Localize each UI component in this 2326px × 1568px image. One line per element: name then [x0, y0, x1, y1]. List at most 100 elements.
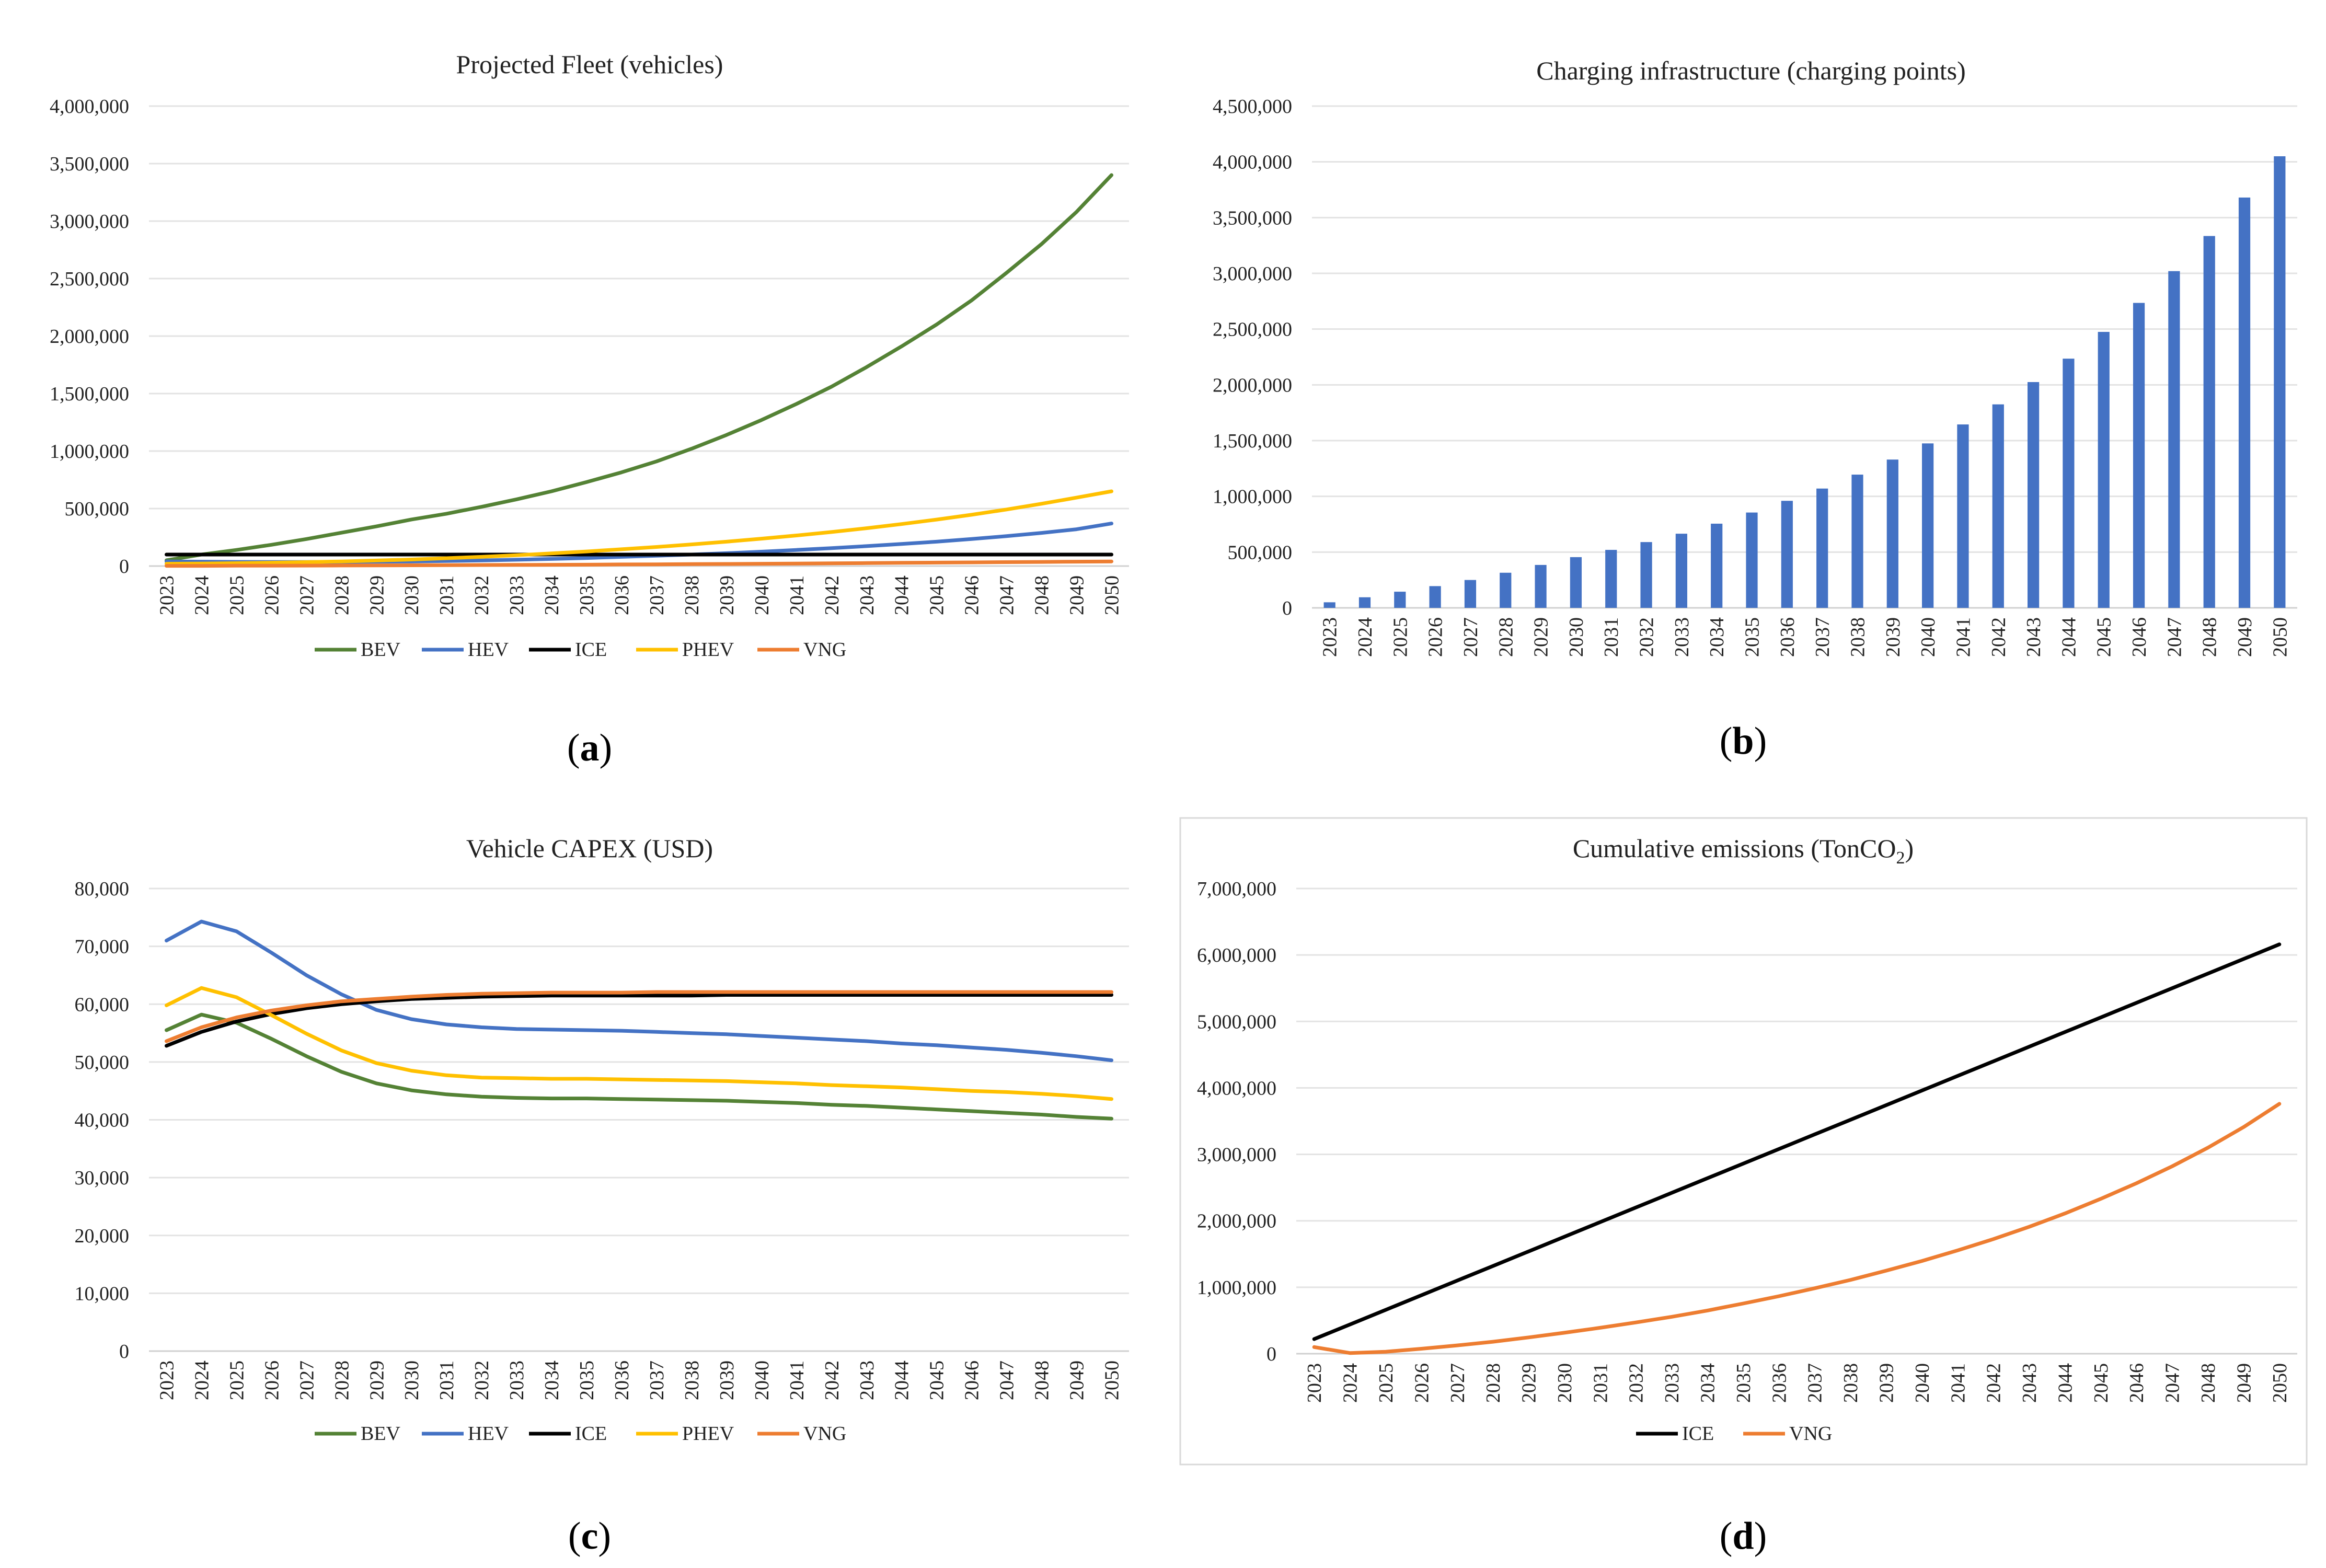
x-tick-label: 2044	[2054, 1363, 2076, 1403]
panel-d-y-ticks: 0 1,000,000 2,000,000 3,000,000 4,000,000 5,0…	[1197, 878, 1276, 1365]
x-tick-label: 2027	[1460, 617, 1482, 657]
y-tick-label: 0	[119, 556, 129, 578]
x-tick-label: 2024	[1340, 1363, 1362, 1403]
x-tick-label: 2024	[1354, 617, 1376, 657]
x-tick-label: 2046	[2126, 1363, 2148, 1403]
x-tick-label: 2045	[926, 1361, 948, 1400]
bar	[1746, 512, 1758, 608]
x-tick-label: 2035	[576, 575, 598, 615]
x-tick-label: 2024	[191, 1361, 213, 1400]
y-tick-label: 6,000,000	[1197, 944, 1276, 966]
panel-b-grid	[1312, 105, 2297, 609]
x-tick-label: 2032	[1626, 1363, 1648, 1403]
legend-label: ICE	[575, 1423, 607, 1445]
x-tick-label: 2025	[1389, 617, 1411, 657]
panel-b-bars	[1323, 156, 2286, 608]
y-tick-label: 3,500,000	[1213, 207, 1292, 229]
panel-c-title: Vehicle CAPEX (USD)	[466, 834, 713, 863]
x-tick-label: 2028	[331, 575, 353, 615]
panel-d: Cumulative emissions (TonCO2) 0 1,000,000…	[1197, 834, 2297, 1558]
bar	[1711, 523, 1723, 608]
x-tick-label: 2035	[1733, 1363, 1755, 1403]
x-tick-label: 2036	[1777, 617, 1799, 657]
panel-d-grid	[1296, 887, 2297, 1355]
bar	[1640, 542, 1652, 608]
bar	[1500, 572, 1512, 608]
x-tick-label: 2023	[1304, 1363, 1326, 1403]
x-tick-label: 2048	[2199, 617, 2221, 657]
bar	[1429, 586, 1441, 608]
y-tick-label: 3,000,000	[1197, 1144, 1276, 1166]
y-tick-label: 60,000	[75, 994, 130, 1016]
bar	[1570, 557, 1582, 608]
x-tick-label: 2024	[191, 575, 213, 615]
y-tick-label: 2,500,000	[1213, 319, 1292, 341]
bar	[1886, 459, 1898, 608]
x-tick-label: 2046	[961, 575, 983, 615]
panel-a-caption: (a)	[567, 727, 612, 769]
x-tick-label: 2028	[1495, 617, 1517, 657]
x-tick-label: 2046	[961, 1361, 983, 1400]
series-line-ice	[165, 993, 1113, 1048]
x-tick-label: 2050	[1101, 1361, 1123, 1400]
x-tick-label: 2030	[1554, 1363, 1576, 1403]
panel-a-title: Projected Fleet (vehicles)	[456, 50, 723, 79]
x-tick-label: 2050	[2269, 1363, 2291, 1403]
y-tick-label: 2,000,000	[1197, 1210, 1276, 1232]
panel-b-caption: (b)	[1720, 720, 1767, 763]
x-tick-label: 2039	[716, 1361, 738, 1400]
x-tick-label: 2049	[2233, 1363, 2255, 1403]
bar	[2063, 359, 2075, 608]
x-tick-label: 2033	[1671, 617, 1693, 657]
x-tick-label: 2048	[1031, 1361, 1053, 1400]
x-tick-label: 2041	[786, 1361, 808, 1400]
bar	[1851, 475, 1863, 608]
bar	[2238, 197, 2251, 608]
x-tick-label: 2042	[1983, 1363, 2005, 1403]
bar	[1957, 424, 1969, 608]
panel-b-title: Charging infrastructure (charging points…	[1536, 56, 1966, 85]
y-tick-label: 1,500,000	[1213, 430, 1292, 452]
y-tick-label: 4,000,000	[1197, 1077, 1276, 1099]
panel-c-caption: (c)	[568, 1515, 611, 1558]
y-tick-label: 20,000	[75, 1225, 130, 1247]
series-line-ice	[1312, 942, 2282, 1341]
x-tick-label: 2044	[891, 1361, 913, 1400]
x-tick-label: 2023	[156, 1361, 178, 1400]
panel-d-title: Cumulative emissions (TonCO2)	[1573, 834, 1914, 868]
bar	[2203, 236, 2215, 608]
bar	[2133, 303, 2145, 608]
y-tick-label: 4,000,000	[1213, 152, 1292, 174]
x-tick-label: 2033	[506, 575, 528, 615]
x-tick-label: 2032	[471, 1361, 493, 1400]
x-tick-label: 2047	[996, 575, 1018, 615]
x-tick-label: 2039	[716, 575, 738, 615]
x-tick-label: 2036	[611, 575, 633, 615]
panel-a-legend: BEV HEV ICE PHEV VNG	[315, 639, 846, 661]
x-tick-label: 2042	[1988, 617, 2010, 657]
panel-c-grid	[149, 887, 1129, 1352]
x-tick-label: 2031	[1590, 1363, 1611, 1403]
x-tick-label: 2039	[1882, 617, 1904, 657]
x-tick-label: 2023	[1319, 617, 1341, 657]
panel-a-y-ticks: 0 500,000 1,000,000 1,500,000 2,000,000 2,500…	[50, 96, 129, 578]
y-tick-label: 1,500,000	[50, 383, 129, 405]
bar	[1605, 550, 1617, 608]
panel-c-series	[165, 919, 1113, 1121]
bar	[1675, 534, 1687, 608]
legend-label: BEV	[361, 1423, 401, 1445]
x-tick-label: 2041	[1947, 1363, 1969, 1403]
bar	[2168, 271, 2180, 608]
x-tick-label: 2049	[1066, 1361, 1088, 1400]
x-tick-label: 2043	[856, 575, 878, 615]
y-tick-label: 0	[1266, 1343, 1276, 1365]
panel-d-x-ticks: 2023 2024 2025 2026 2027 2028 2029 2030 2031 2032…	[1304, 1363, 2291, 1403]
y-tick-label: 5,000,000	[1197, 1011, 1276, 1033]
x-tick-label: 2048	[1031, 575, 1053, 615]
x-tick-label: 2038	[681, 575, 703, 615]
y-tick-label: 500,000	[1228, 541, 1293, 563]
legend-label: VNG	[803, 639, 846, 661]
bar	[1358, 597, 1371, 608]
x-tick-label: 2040	[1912, 1363, 1933, 1403]
panel-b-x-ticks: 2023 2024 2025 2026 2027 2028 2029 2030 2031 2032…	[1319, 617, 2292, 657]
